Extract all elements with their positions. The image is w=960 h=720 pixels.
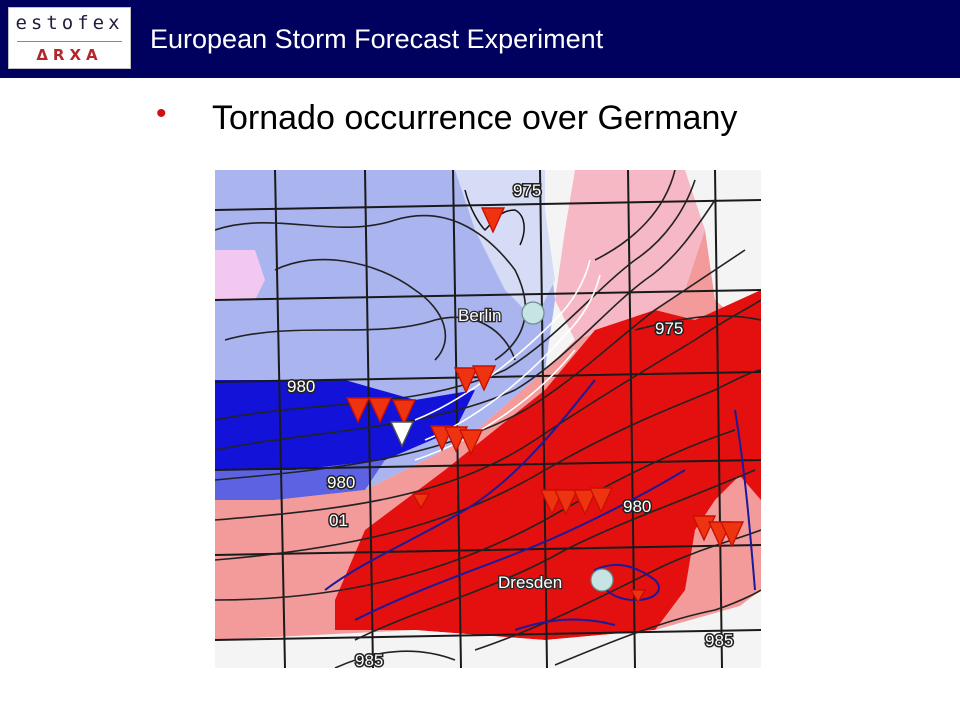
tornado-marker (453, 367, 479, 394)
blue-area-pale (455, 170, 555, 320)
header-title: European Storm Forecast Experiment (150, 24, 604, 54)
weather-map-svg: 975 975 980 980 980 985 985 01 Berlin Dr… (215, 170, 761, 668)
tornado-marker (629, 589, 647, 604)
city-marker-berlin (521, 301, 545, 325)
isobar-label: 980 (623, 497, 651, 516)
slide-title: Tornado occurrence over Germany (212, 99, 738, 137)
isobar-label: 975 (513, 181, 541, 200)
isobar-label: 980 (287, 377, 315, 396)
tornado-marker (553, 489, 579, 516)
tornado-marker (391, 399, 417, 426)
pink-northwest (215, 250, 265, 300)
tornado-marker (367, 397, 393, 424)
isobar-label: 980 (327, 473, 355, 492)
city-label-berlin: Berlin (458, 306, 501, 325)
isobars-white (414, 259, 601, 461)
tornado-marker (588, 487, 614, 514)
isobar-label: 985 (705, 631, 733, 650)
red-east (695, 290, 761, 500)
tornado-markers (345, 207, 745, 604)
estofex-logo: estofex ΔRXA (8, 7, 131, 69)
header-bar: estofex ΔRXA European Storm Forecast Exp… (0, 0, 960, 78)
tornado-marker (471, 365, 497, 392)
logo-divider (17, 41, 122, 42)
logo-subtext: ΔRXA (36, 46, 103, 64)
city-label-dresden: Dresden (498, 573, 562, 592)
red-area (335, 310, 745, 640)
weather-map: 975 975 980 980 980 985 985 01 Berlin Dr… (215, 170, 761, 668)
logo-text: estofex (15, 12, 124, 34)
city-marker-dresden (590, 568, 614, 592)
tornado-marker-highlight (389, 421, 415, 448)
tornado-marker (411, 493, 431, 510)
tornado-marker (345, 397, 371, 424)
isobar-label: 985 (355, 651, 383, 668)
isobar-label: 975 (655, 319, 683, 338)
isobar-label: 01 (329, 511, 348, 530)
white-south (215, 600, 761, 668)
tornado-marker (480, 207, 506, 234)
isobars (215, 170, 761, 668)
fronts-blue (324, 379, 756, 631)
tornado-marker (719, 521, 745, 548)
tornado-marker (572, 489, 598, 516)
bullet-icon: • (156, 97, 167, 130)
tornado-marker (458, 429, 484, 456)
